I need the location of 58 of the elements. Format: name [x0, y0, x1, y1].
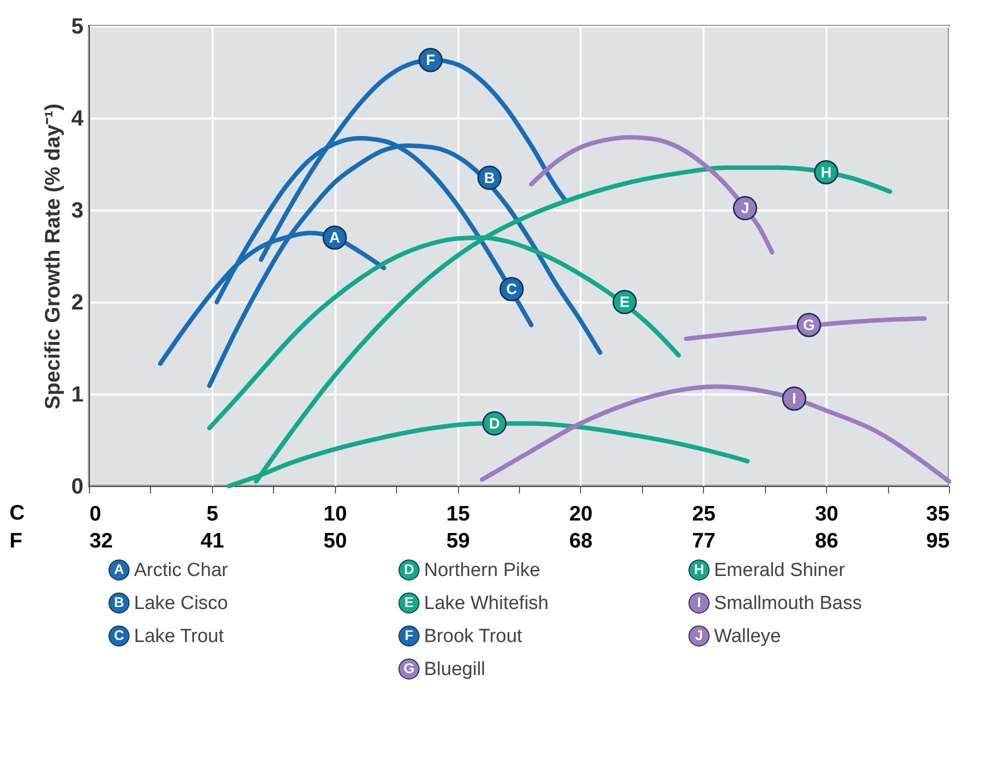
x-tick-label: 15 [446, 502, 470, 526]
annotation: D [489, 415, 500, 432]
annotation: E [620, 294, 630, 311]
x2-tick-label: 95 [926, 530, 950, 552]
legend-label: Smallmouth Bass [714, 593, 862, 614]
legend-label: Lake Whitefish [424, 593, 549, 614]
annotation: H [820, 164, 832, 182]
x2-tick-label: 77 [692, 530, 716, 552]
y-tick-label: 2 [71, 290, 84, 314]
annotation: J [740, 200, 750, 218]
legend-label: Emerald Shiner [714, 560, 846, 581]
text: A [114, 561, 124, 577]
y-tick-label: 1 [71, 382, 84, 406]
x2-tick-label: 68 [569, 530, 593, 552]
legend-label: Northern Pike [424, 560, 540, 581]
text: J [695, 627, 703, 643]
y-tick-label: 0 [71, 474, 84, 498]
x-axis-title: C [10, 502, 25, 524]
annotation: I [792, 390, 796, 408]
x2-tick-label: 32 [90, 530, 113, 552]
y-tick-label: 3 [71, 198, 84, 222]
x-tick-label: 10 [324, 502, 347, 526]
annotation: B [484, 170, 496, 187]
x-tick-label: 5 [206, 502, 219, 526]
legend-label: Bluegill [424, 659, 486, 680]
line-series [684, 316, 927, 342]
annotation: A [329, 230, 340, 247]
text: B [114, 594, 124, 610]
legend-label: Lake Cisco [134, 593, 228, 614]
text: E [404, 594, 414, 610]
legend-label: Walleye [714, 626, 781, 647]
x2-tick-label: 59 [446, 530, 470, 552]
x-tick-label: 0 [90, 502, 102, 526]
text: D [404, 561, 414, 577]
text: H [694, 561, 704, 577]
y-tick-label: 4 [71, 106, 84, 130]
text: I [697, 594, 701, 610]
y-axis-title: Specific Growth Rate (% day⁻¹) [41, 104, 64, 410]
line-series [480, 384, 952, 484]
x-tick-label: 30 [814, 502, 838, 526]
x2-tick-label: 50 [324, 530, 347, 552]
annotation: C [506, 281, 518, 298]
legend-label: Brook Trout [424, 626, 523, 647]
text: F [404, 627, 414, 643]
text: G [404, 660, 414, 676]
x-tick-label: 20 [569, 502, 593, 526]
x2-tick-label: 86 [814, 530, 838, 552]
annotation: G [803, 317, 815, 334]
x2-axis-title: F [10, 530, 22, 552]
annotation: F [426, 52, 436, 70]
legend-label: Lake Trout [134, 626, 224, 647]
x-tick-label: 35 [926, 502, 950, 526]
y-tick-label: 5 [71, 14, 84, 38]
x2-tick-label: 41 [200, 530, 224, 552]
line-series [529, 135, 774, 255]
x-tick-label: 25 [692, 502, 716, 526]
legend-label: Arctic Char [134, 560, 229, 581]
text: C [114, 627, 124, 643]
